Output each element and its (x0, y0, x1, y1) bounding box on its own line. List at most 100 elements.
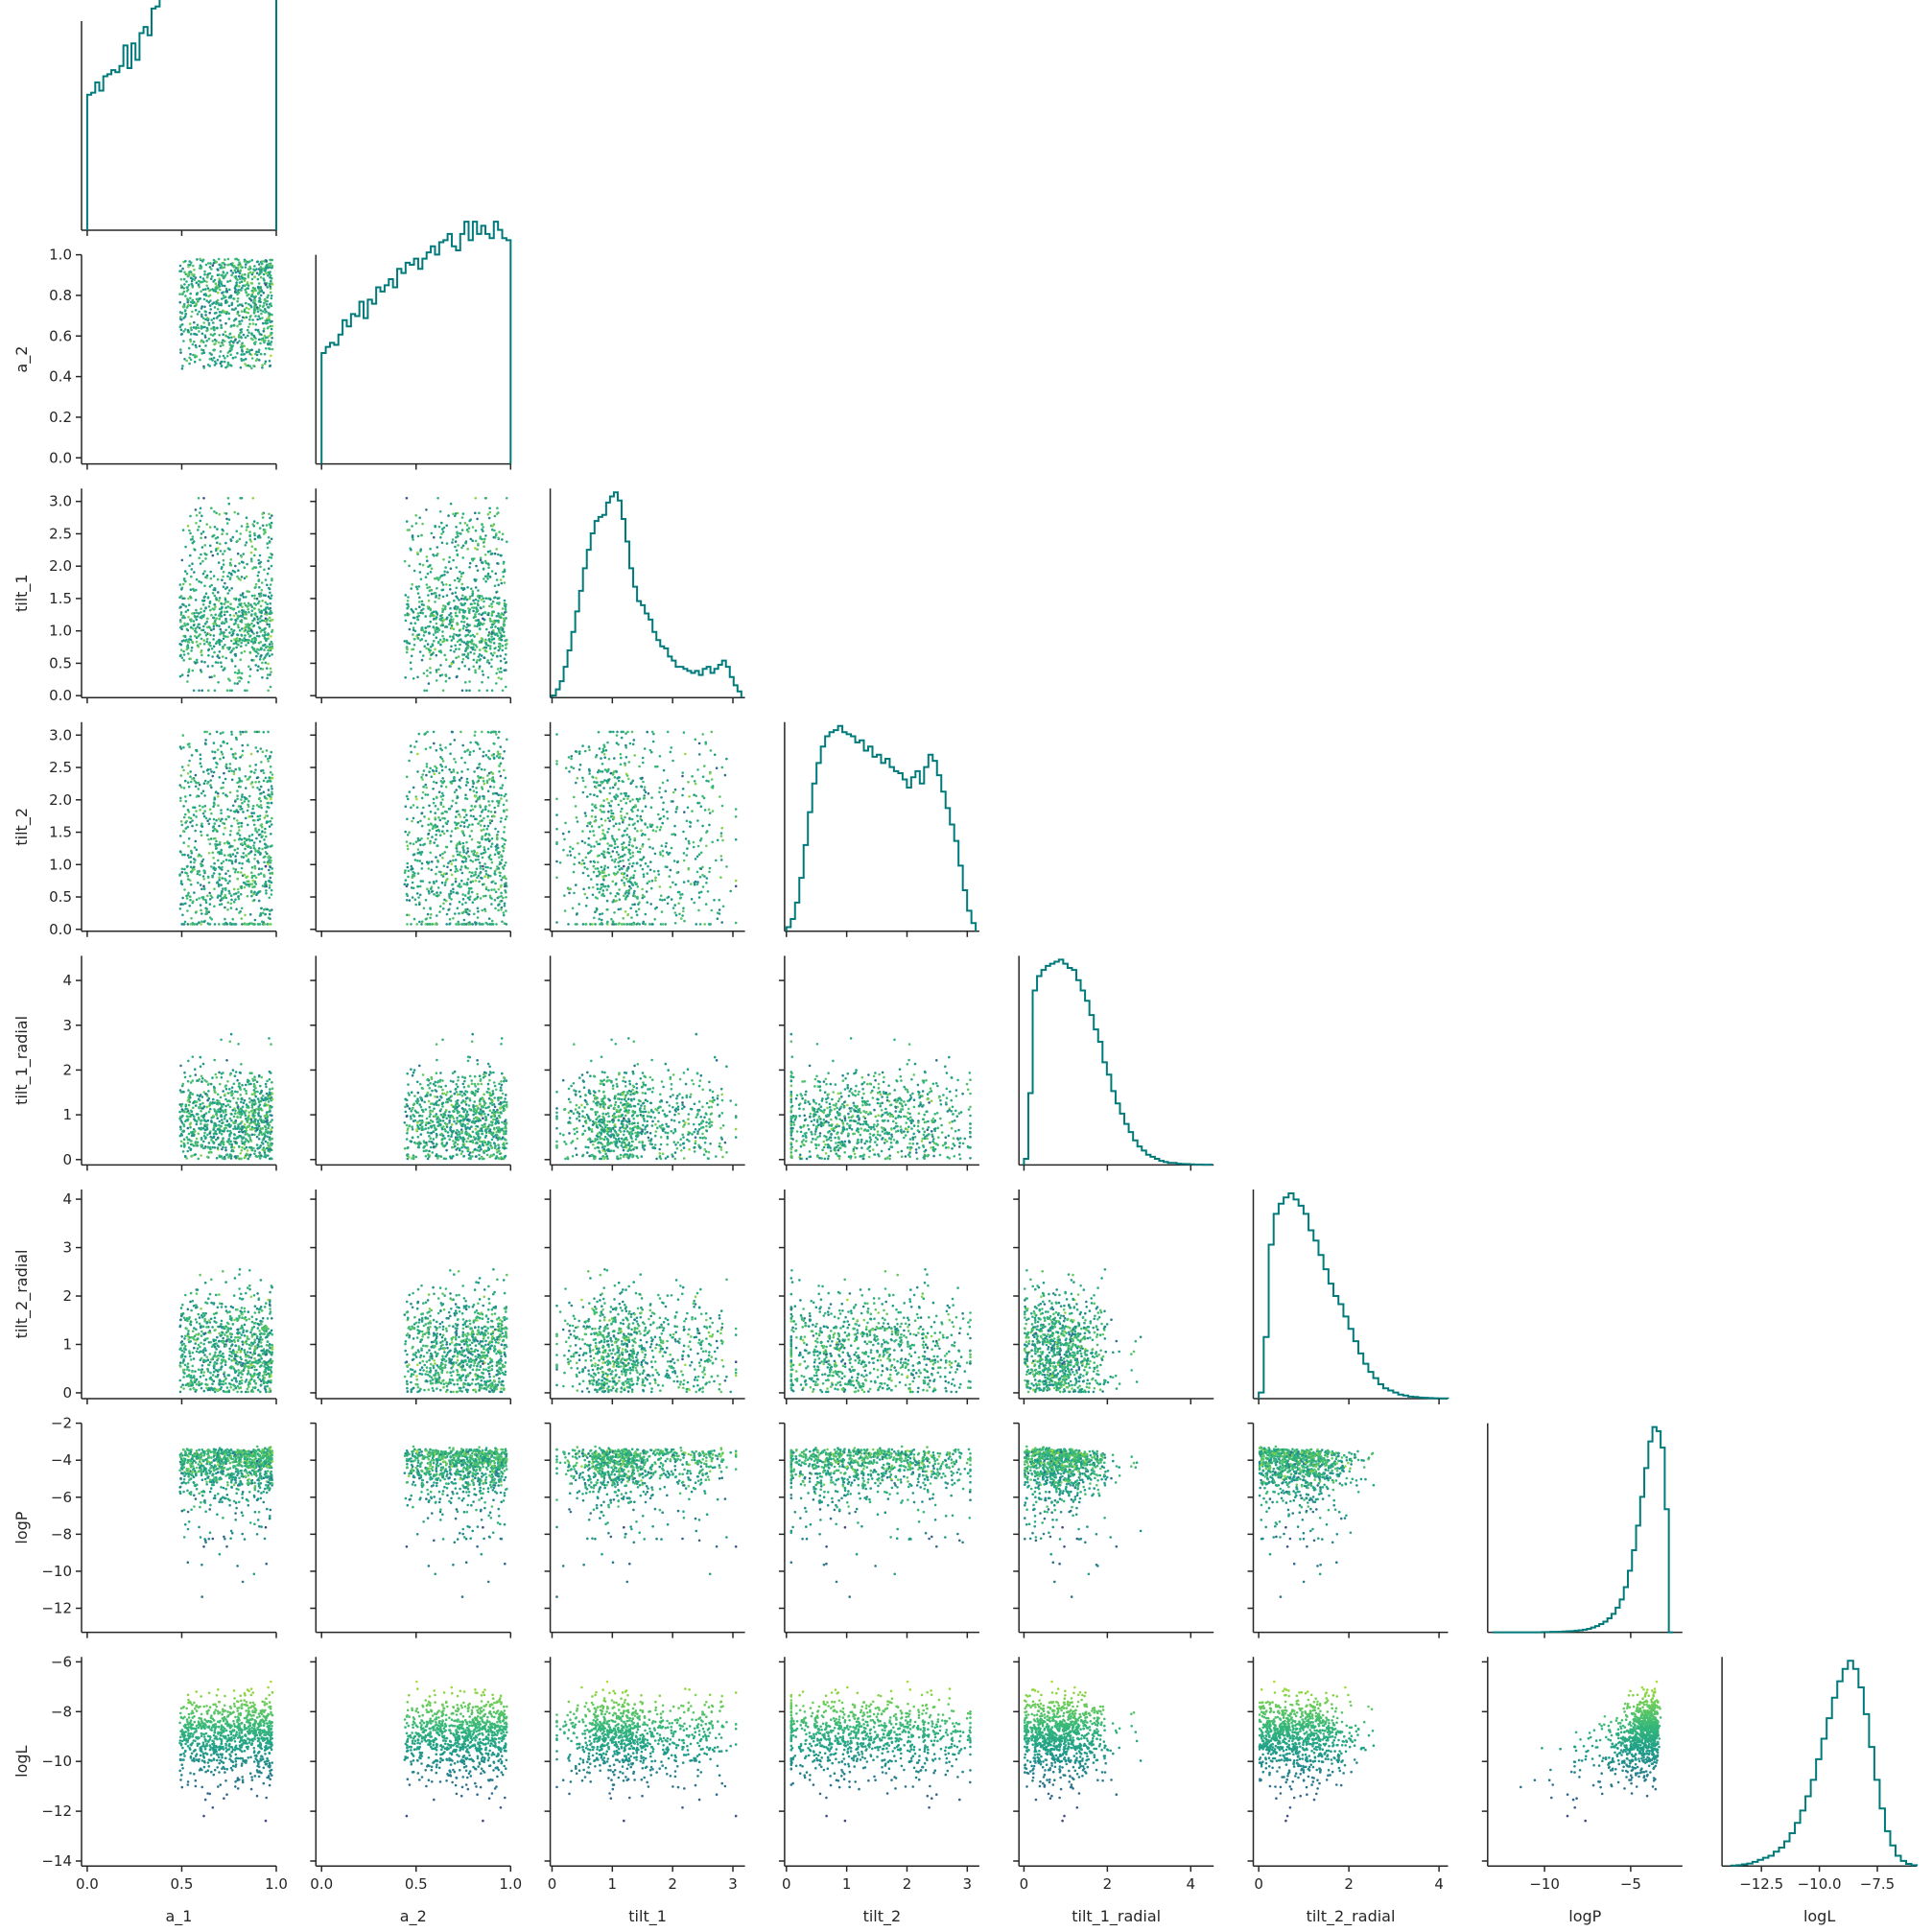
scatter-point (182, 330, 185, 333)
scatter-point (192, 343, 195, 346)
scatter-point (261, 662, 264, 665)
scatter-point (200, 607, 202, 610)
scatter-point (217, 578, 220, 581)
scatter-point (199, 345, 201, 348)
scatter-point (259, 527, 262, 530)
scatter-point (256, 635, 259, 638)
scatter-point (271, 265, 273, 268)
scatter-point (269, 259, 271, 262)
scatter-point (220, 550, 223, 553)
scatter-point (259, 298, 262, 301)
scatter-point (246, 541, 248, 544)
scatter-point (206, 327, 209, 330)
scatter-point (232, 357, 235, 360)
scatter-point (209, 308, 212, 311)
scatter-point (259, 617, 262, 620)
scatter-point (204, 334, 207, 337)
scatter-point (228, 518, 231, 521)
scatter-point (205, 299, 208, 302)
scatter-point (221, 311, 224, 314)
scatter-point (188, 357, 191, 360)
scatter-point (264, 311, 267, 314)
scatter-point (197, 313, 200, 316)
scatter-point (239, 538, 242, 541)
scatter-point (256, 622, 259, 624)
scatter-point (223, 295, 225, 297)
scatter-point (253, 598, 256, 601)
scatter-point (244, 277, 247, 280)
scatter-point (254, 341, 257, 343)
scatter-point (218, 258, 221, 261)
scatter-point (209, 645, 212, 648)
scatter-point (258, 292, 261, 295)
scatter-point (271, 305, 273, 308)
scatter-point (227, 258, 230, 261)
scatter-point (205, 641, 208, 644)
scatter-point (235, 281, 238, 284)
scatter-point (232, 265, 235, 268)
scatter-point (229, 577, 232, 580)
scatter-point (241, 651, 244, 654)
scatter-point (226, 610, 229, 613)
scatter-point (213, 301, 216, 304)
scatter-point (188, 347, 191, 350)
scatter-point (224, 602, 226, 605)
scatter-point (191, 538, 194, 541)
scatter-point (236, 278, 239, 281)
scatter-point (245, 266, 247, 269)
scatter-point (238, 680, 241, 683)
scatter-point (269, 602, 271, 605)
scatter-point (182, 340, 185, 342)
scatter-point (202, 277, 205, 280)
scatter-point (254, 329, 257, 332)
scatter-point (179, 675, 182, 678)
scatter-point (178, 293, 181, 295)
scatter-point (213, 349, 216, 352)
scatter-point (261, 260, 264, 263)
scatter-point (238, 335, 241, 338)
scatter-point (188, 603, 191, 606)
scatter-point (267, 343, 270, 346)
scatter-point (204, 557, 207, 560)
scatter-point (214, 306, 217, 309)
scatter-point (214, 614, 217, 617)
scatter-point (230, 324, 233, 327)
scatter-point (245, 263, 247, 266)
scatter-point (200, 669, 202, 671)
scatter-point (213, 575, 216, 577)
scatter-point (268, 306, 271, 309)
scatter-point (213, 674, 216, 677)
scatter-point (193, 690, 196, 693)
scatter-point (270, 686, 272, 689)
scatter-point (202, 321, 205, 324)
scatter-point (204, 311, 207, 314)
scatter-point (202, 625, 205, 628)
scatter-point (213, 262, 216, 265)
scatter-point (247, 348, 249, 351)
scatter-point (221, 342, 224, 344)
scatter-point (230, 346, 233, 349)
scatter-point (246, 295, 248, 297)
scatter-point (206, 575, 209, 577)
scatter-point (255, 655, 258, 658)
scatter-point (239, 629, 242, 632)
scatter-point (189, 297, 192, 300)
scatter-point (267, 673, 270, 676)
scatter-point (247, 332, 250, 335)
scatter-point (216, 261, 219, 264)
scatter-point (236, 576, 239, 578)
scatter-point (194, 305, 197, 308)
scatter-point (239, 281, 242, 284)
scatter-point (271, 522, 273, 525)
scatter-point (230, 270, 233, 272)
scatter-point (238, 292, 241, 295)
scatter-point (213, 634, 216, 637)
scatter-point (241, 346, 244, 349)
scatter-point (232, 271, 235, 274)
scatter-point (179, 351, 182, 354)
scatter-point (253, 336, 256, 339)
scatter-point (190, 329, 193, 332)
scatter-point (200, 340, 203, 342)
scatter-point (234, 671, 237, 674)
